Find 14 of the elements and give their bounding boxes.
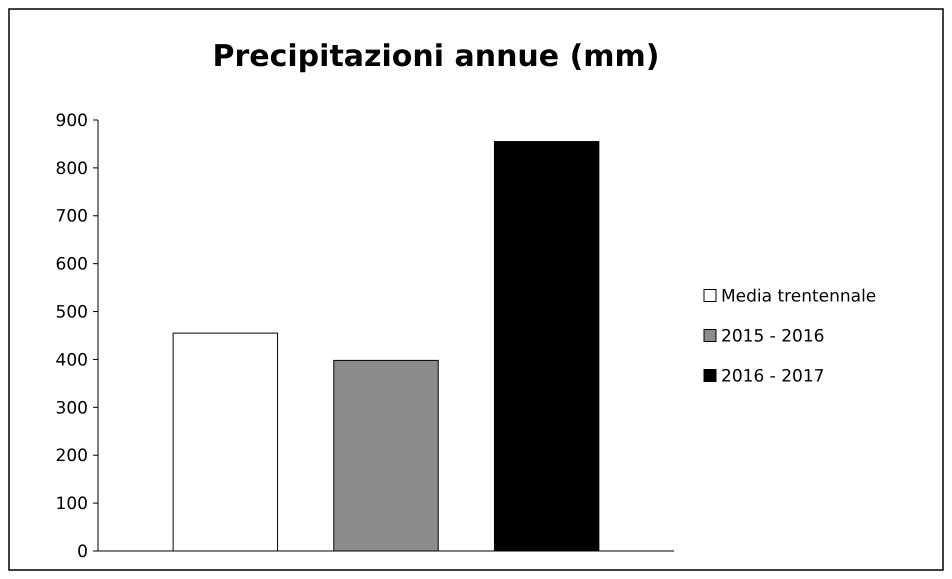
y-tick-label: 600 xyxy=(56,254,88,275)
y-tick-label: 0 xyxy=(77,542,88,562)
legend-label: Media trentennale xyxy=(721,286,876,306)
y-tick-label: 300 xyxy=(56,398,88,418)
chart-title: Precipitazioni annue (mm) xyxy=(212,39,660,74)
y-tick-label: 200 xyxy=(56,446,88,466)
legend-label: 2016 - 2017 xyxy=(721,366,824,386)
y-tick-label: 400 xyxy=(56,350,88,370)
y-tick-label: 500 xyxy=(56,302,88,323)
y-tick-label: 700 xyxy=(56,206,88,227)
y-tick-label: 100 xyxy=(56,494,88,514)
legend-label: 2015 - 2016 xyxy=(721,326,824,346)
y-tick-label: 900 xyxy=(56,110,88,131)
y-tick-label: 800 xyxy=(56,158,88,179)
